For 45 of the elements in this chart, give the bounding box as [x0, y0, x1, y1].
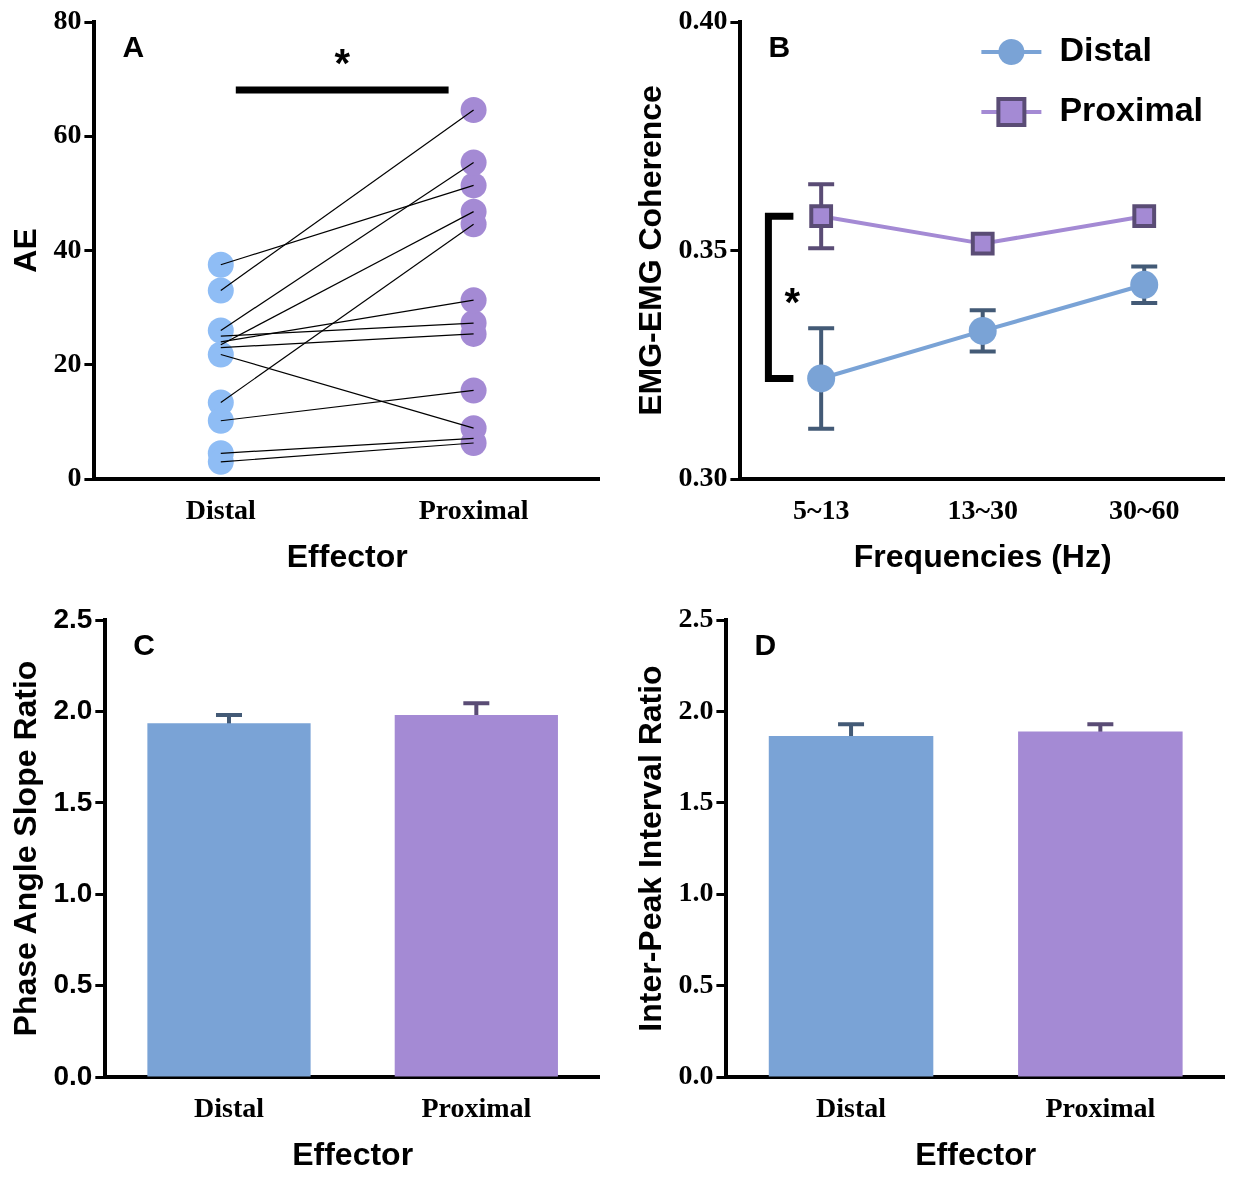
y-tick-label: 80 — [53, 4, 82, 36]
x-axis-title: Effector — [286, 537, 408, 574]
y-tick-label: 1.0 — [678, 876, 714, 908]
x-axis-title: Frequencies (Hz) — [853, 537, 1112, 574]
x-axis-title: Effector — [292, 1135, 414, 1172]
y-tick-label: 20 — [53, 346, 82, 378]
y-tick-label: 1.5 — [53, 785, 93, 817]
x-tick-label: Proximal — [1045, 1092, 1156, 1124]
x-tick-label: Proximal — [418, 494, 529, 526]
y-tick-label: 0.5 — [53, 968, 93, 1000]
chart-title: A — [122, 30, 145, 64]
x-tick-label: 13~30 — [947, 494, 1018, 526]
y-tick-label: 2.0 — [678, 693, 714, 725]
y-tick-label: 0.40 — [678, 4, 728, 36]
x-tick-label: Distal — [193, 1092, 265, 1124]
y-tick-label: 0.35 — [678, 232, 728, 264]
y-axis-title: EMG-EMG Coherence — [632, 85, 669, 416]
annotation: * — [334, 41, 351, 86]
y-tick-label: 0.0 — [53, 1059, 93, 1091]
legend-label: Distal — [1059, 30, 1152, 69]
y-tick-label: 0.30 — [678, 461, 728, 493]
x-tick-label: Distal — [816, 1092, 887, 1124]
x-tick-label: Proximal — [421, 1092, 532, 1124]
y-tick-label: 40 — [53, 232, 82, 264]
x-axis-title: Effector — [915, 1135, 1037, 1172]
y-tick-label: 0.5 — [678, 967, 714, 999]
x-tick-label: Distal — [185, 494, 257, 526]
y-axis-title: Inter-Peak Interval Ratio — [632, 665, 669, 1032]
y-tick-label: 0.0 — [678, 1059, 714, 1091]
legend-label: Proximal — [1059, 90, 1203, 129]
y-tick-label: 2.0 — [53, 694, 93, 726]
chart-title: B — [768, 30, 791, 64]
y-tick-label: 0 — [67, 461, 82, 493]
x-tick-label: 5~13 — [792, 494, 850, 526]
chart-title: C — [133, 628, 155, 662]
y-tick-label: 2.5 — [678, 602, 714, 634]
y-tick-label: 1.5 — [678, 785, 714, 817]
x-tick-label: 30~60 — [1108, 494, 1180, 526]
y-tick-label: 60 — [53, 118, 82, 150]
annotation: * — [784, 280, 801, 325]
y-axis-title: Phase Angle Slope Ratio — [7, 660, 44, 1037]
y-tick-label: 2.5 — [53, 602, 93, 634]
chart-title: D — [754, 628, 777, 662]
y-tick-label: 1.0 — [53, 876, 93, 908]
y-axis-title: AE — [7, 228, 44, 273]
